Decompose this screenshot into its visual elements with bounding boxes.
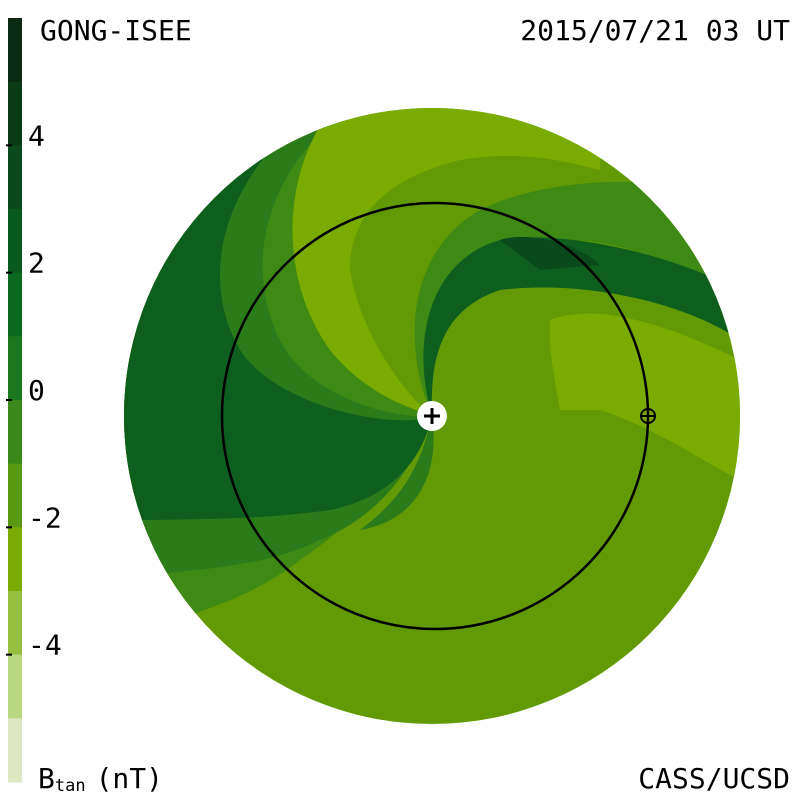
colorbar-tick-label: -2 — [28, 501, 62, 534]
map — [124, 108, 740, 724]
sun-marker — [417, 401, 447, 431]
colorbar-band — [8, 272, 22, 337]
colorbar-tick-label: 2 — [28, 247, 45, 280]
colorbar-band — [8, 145, 22, 210]
colorbar-band — [8, 18, 22, 83]
colorbar-band — [8, 336, 22, 401]
colorbar-tick-label: -4 — [28, 629, 62, 662]
earth-marker — [640, 408, 656, 424]
colorbar-subscript: tan — [55, 776, 86, 796]
header-left: GONG-ISEE — [40, 14, 192, 47]
header-right: 2015/07/21 03 UT — [520, 14, 790, 47]
colorbar-band — [8, 463, 22, 528]
colorbar-band — [8, 81, 22, 146]
colorbar-unit: (nT) — [96, 762, 163, 795]
colorbar-symbol: B — [38, 762, 55, 795]
colorbar-band — [8, 209, 22, 274]
colorbar-band — [8, 718, 22, 783]
colorbar-tick-label: 0 — [28, 374, 45, 407]
colorbar-band — [8, 527, 22, 592]
colorbar-band — [8, 400, 22, 465]
colorbar-band — [8, 654, 22, 719]
colorbar-band — [8, 591, 22, 656]
colorbar: 4 2 0 -2 -4 — [6, 18, 62, 783]
colorbar-tick-label: 4 — [28, 119, 45, 152]
colorbar-label: Btan (nT) — [38, 762, 163, 796]
footer-right: CASS/UCSD — [638, 762, 790, 795]
